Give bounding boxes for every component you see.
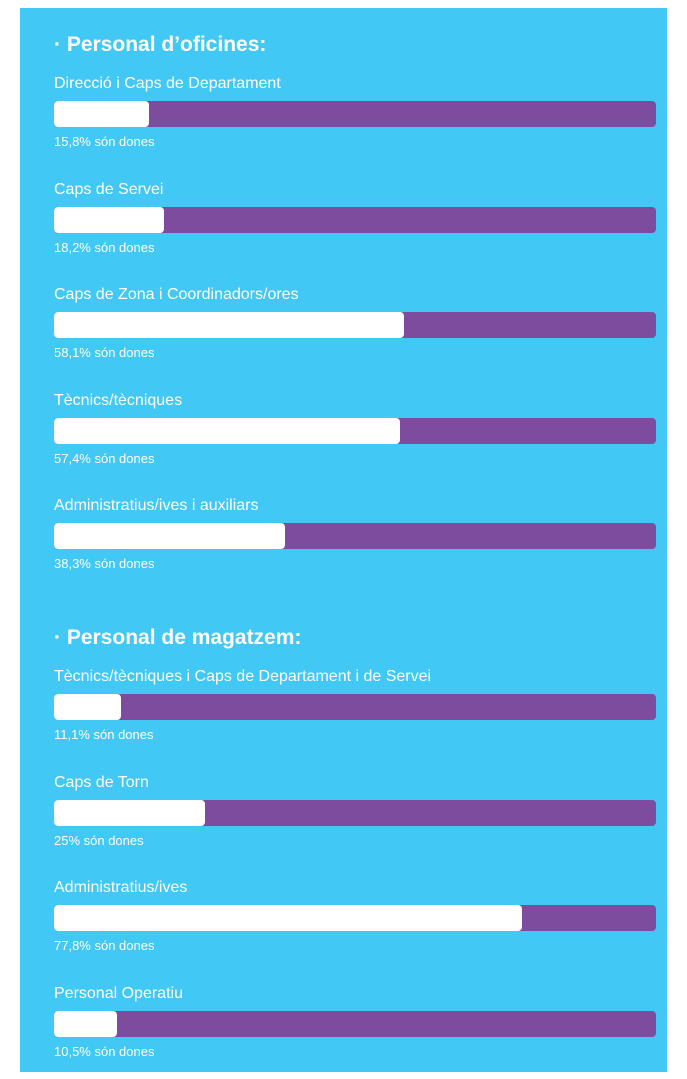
value-label: 10,5% són dones	[54, 1043, 155, 1059]
bar-track	[54, 694, 656, 720]
value-label: 58,1% són dones	[54, 345, 155, 360]
item-label: Tècnics/tècniques i Caps de Departament …	[54, 668, 432, 685]
item-label: Personal Operatiu	[54, 984, 183, 1002]
bar-fill	[54, 101, 150, 127]
section-title: · Personal de magatzem:	[54, 626, 302, 649]
bar-fill	[54, 799, 205, 826]
value-label: 25% són dones	[54, 832, 144, 848]
bar-track	[54, 905, 656, 931]
panel: · Personal d’oficines: Direcció i Caps de…	[20, 8, 667, 1072]
item-label: Caps de Zona i Coordinadors/ores	[54, 286, 299, 303]
item-label: Administratius/ives i auxiliars	[54, 497, 259, 514]
value-label: 57,4% són dones	[54, 450, 155, 466]
bar-fill	[54, 523, 285, 549]
bar-fill	[54, 312, 404, 338]
item-label: Caps de Torn	[54, 773, 149, 791]
value-label: 38,3% són dones	[54, 556, 155, 571]
value-label: 11,1% són dones	[54, 727, 154, 742]
bar-track	[54, 417, 656, 444]
value-label: 18,2% són dones	[54, 239, 155, 255]
bar-fill	[54, 206, 164, 233]
value-label: 15,8% són dones	[54, 134, 155, 149]
item-label: Direcció i Caps de Departament	[54, 75, 281, 92]
bar-track	[54, 101, 656, 127]
bar-fill	[54, 1010, 118, 1037]
bar-fill	[54, 417, 400, 444]
bar-fill	[54, 905, 523, 931]
bar-fill	[54, 694, 121, 720]
bar-track	[54, 1010, 656, 1037]
bar-track	[54, 799, 656, 826]
item-label: Tècnics/tècniques	[54, 391, 183, 409]
item-label: Caps de Servei	[54, 180, 164, 198]
value-label: 77,8% són dones	[54, 938, 155, 953]
item-label: Administratius/ives	[54, 879, 188, 896]
bar-track	[54, 312, 656, 338]
section-title: · Personal d’oficines:	[54, 33, 267, 56]
bar-track	[54, 523, 656, 549]
bar-track	[54, 206, 656, 233]
